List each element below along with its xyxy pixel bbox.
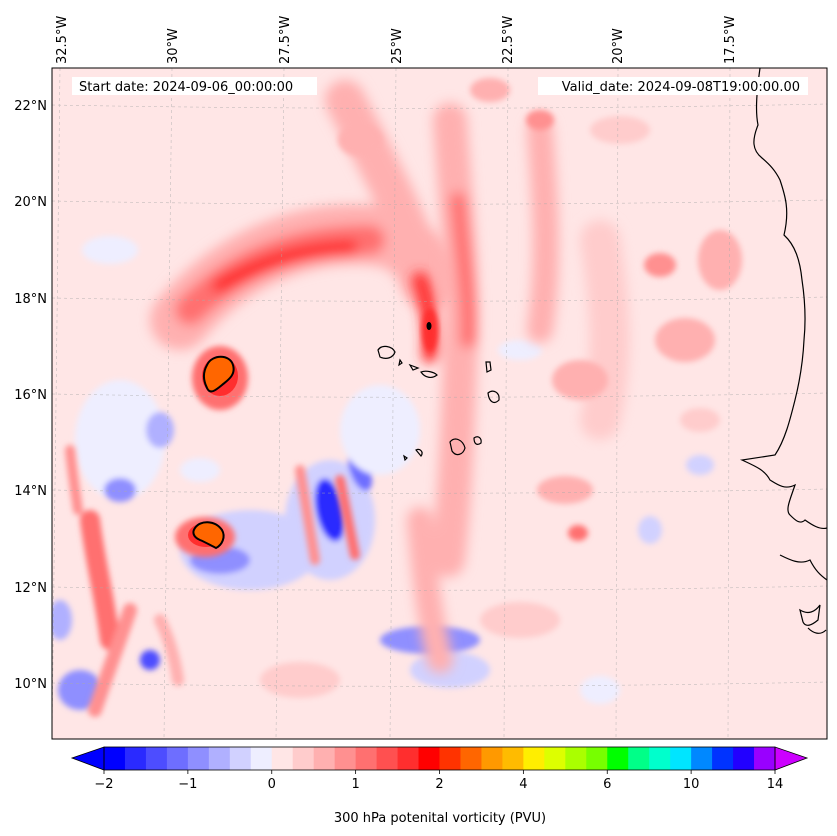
longitude-labels: 32.5°W 30°W 27.5°W 25°W 22.5°W 20°W 17.5… bbox=[55, 16, 738, 64]
colorbar-segment bbox=[334, 747, 357, 770]
colorbar-segment bbox=[754, 747, 776, 770]
colorbar-segment bbox=[607, 747, 629, 770]
colorbar-segment bbox=[229, 747, 252, 770]
coastline-africa bbox=[739, 68, 827, 634]
colorbar-tick-label: 0 bbox=[268, 777, 276, 792]
pv-blobs-positive bbox=[260, 78, 742, 698]
start-date-label: Start date: 2024-09-06_00:00:00 bbox=[79, 80, 293, 95]
colorbar-segment bbox=[166, 747, 189, 770]
lon-label: 22.5°W bbox=[501, 16, 516, 64]
colorbar-ticks: −2 −1 0 1 2 4 6 10 14 bbox=[94, 770, 783, 792]
colorbar-segment bbox=[439, 747, 461, 770]
pv-core-cape-verde bbox=[422, 308, 438, 352]
pv-streamer-northwest bbox=[150, 80, 460, 350]
colorbar-segment bbox=[481, 747, 503, 770]
pv-vortex-north bbox=[192, 346, 248, 410]
colorbar-over-arrow bbox=[774, 746, 809, 771]
lon-label: 32.5°W bbox=[55, 16, 70, 64]
lat-label: 20°N bbox=[14, 195, 47, 210]
pv-vortex-south bbox=[175, 517, 235, 557]
colorbar-tick-label: −2 bbox=[94, 777, 113, 792]
colorbar-tick-label: 10 bbox=[683, 777, 700, 792]
colorbar-segment bbox=[104, 747, 126, 770]
colorbar-segment bbox=[586, 747, 608, 770]
valid-date-banner bbox=[538, 77, 808, 95]
colorbar-tick-label: 14 bbox=[767, 777, 784, 792]
start-date-banner bbox=[72, 77, 317, 95]
colorbar-segment bbox=[523, 747, 545, 770]
colorbar-under-arrow bbox=[70, 746, 105, 771]
cape-verde-islands bbox=[377, 345, 500, 462]
lat-label: 12°N bbox=[14, 581, 47, 596]
colorbar-tick-label: 6 bbox=[603, 777, 611, 792]
colorbar-segment bbox=[502, 747, 524, 770]
colorbar-segment bbox=[145, 747, 168, 770]
colorbar-segment bbox=[544, 747, 566, 770]
lat-label: 16°N bbox=[14, 388, 47, 403]
colorbar-segment bbox=[670, 747, 692, 770]
map-panel[interactable]: Start date: 2024-09-06_00:00:00 Valid_da… bbox=[48, 68, 827, 739]
lon-label: 27.5°W bbox=[278, 16, 293, 64]
colorbar-segment bbox=[292, 747, 315, 770]
colorbar-segment bbox=[733, 747, 755, 770]
colorbar-tick-label: 1 bbox=[351, 777, 359, 792]
latitude-labels: 22°N 20°N 18°N 16°N 14°N 12°N 10°N bbox=[14, 99, 47, 692]
lat-label: 10°N bbox=[14, 677, 47, 692]
lat-label: 14°N bbox=[14, 484, 47, 499]
lat-label: 22°N bbox=[14, 99, 47, 114]
colorbar-segment bbox=[187, 747, 210, 770]
lon-label: 20°W bbox=[611, 28, 626, 64]
valid-date-label: Valid_date: 2024-09-08T19:00:00.00 bbox=[562, 80, 800, 95]
colorbar-segment bbox=[124, 747, 147, 770]
colorbar-segment bbox=[376, 747, 399, 770]
colorbar-segment bbox=[628, 747, 650, 770]
colorbar-segment bbox=[313, 747, 336, 770]
colorbar-segments bbox=[104, 747, 776, 770]
colorbar-segment bbox=[649, 747, 671, 770]
map-gridlines bbox=[52, 68, 827, 739]
colorbar-segment bbox=[712, 747, 734, 770]
colorbar-segment bbox=[565, 747, 587, 770]
lon-label: 17.5°W bbox=[723, 16, 738, 64]
colorbar-segment bbox=[460, 747, 482, 770]
map-frame bbox=[51, 67, 828, 740]
colorbar-tick-label: 2 bbox=[435, 777, 443, 792]
colorbar-tick-label: −1 bbox=[178, 777, 197, 792]
colorbar-segment bbox=[397, 747, 420, 770]
colorbar: −2 −1 0 1 2 4 6 10 14 300 hPa potenital vorticit… bbox=[70, 746, 809, 826]
colorbar-segment bbox=[418, 747, 440, 770]
colorbar-segment bbox=[208, 747, 231, 770]
colorbar-segment bbox=[250, 747, 273, 770]
colorbar-segment bbox=[355, 747, 378, 770]
colorbar-segment bbox=[691, 747, 713, 770]
pv-streaks-southwest bbox=[65, 445, 360, 717]
colorbar-tick-label: 4 bbox=[519, 777, 527, 792]
colorbar-label: 300 hPa potenital vorticity (PVU) bbox=[334, 811, 546, 826]
lat-label: 18°N bbox=[14, 292, 47, 307]
lon-label: 25°W bbox=[390, 28, 405, 64]
colorbar-segment bbox=[271, 747, 294, 770]
lon-label: 30°W bbox=[166, 28, 181, 64]
